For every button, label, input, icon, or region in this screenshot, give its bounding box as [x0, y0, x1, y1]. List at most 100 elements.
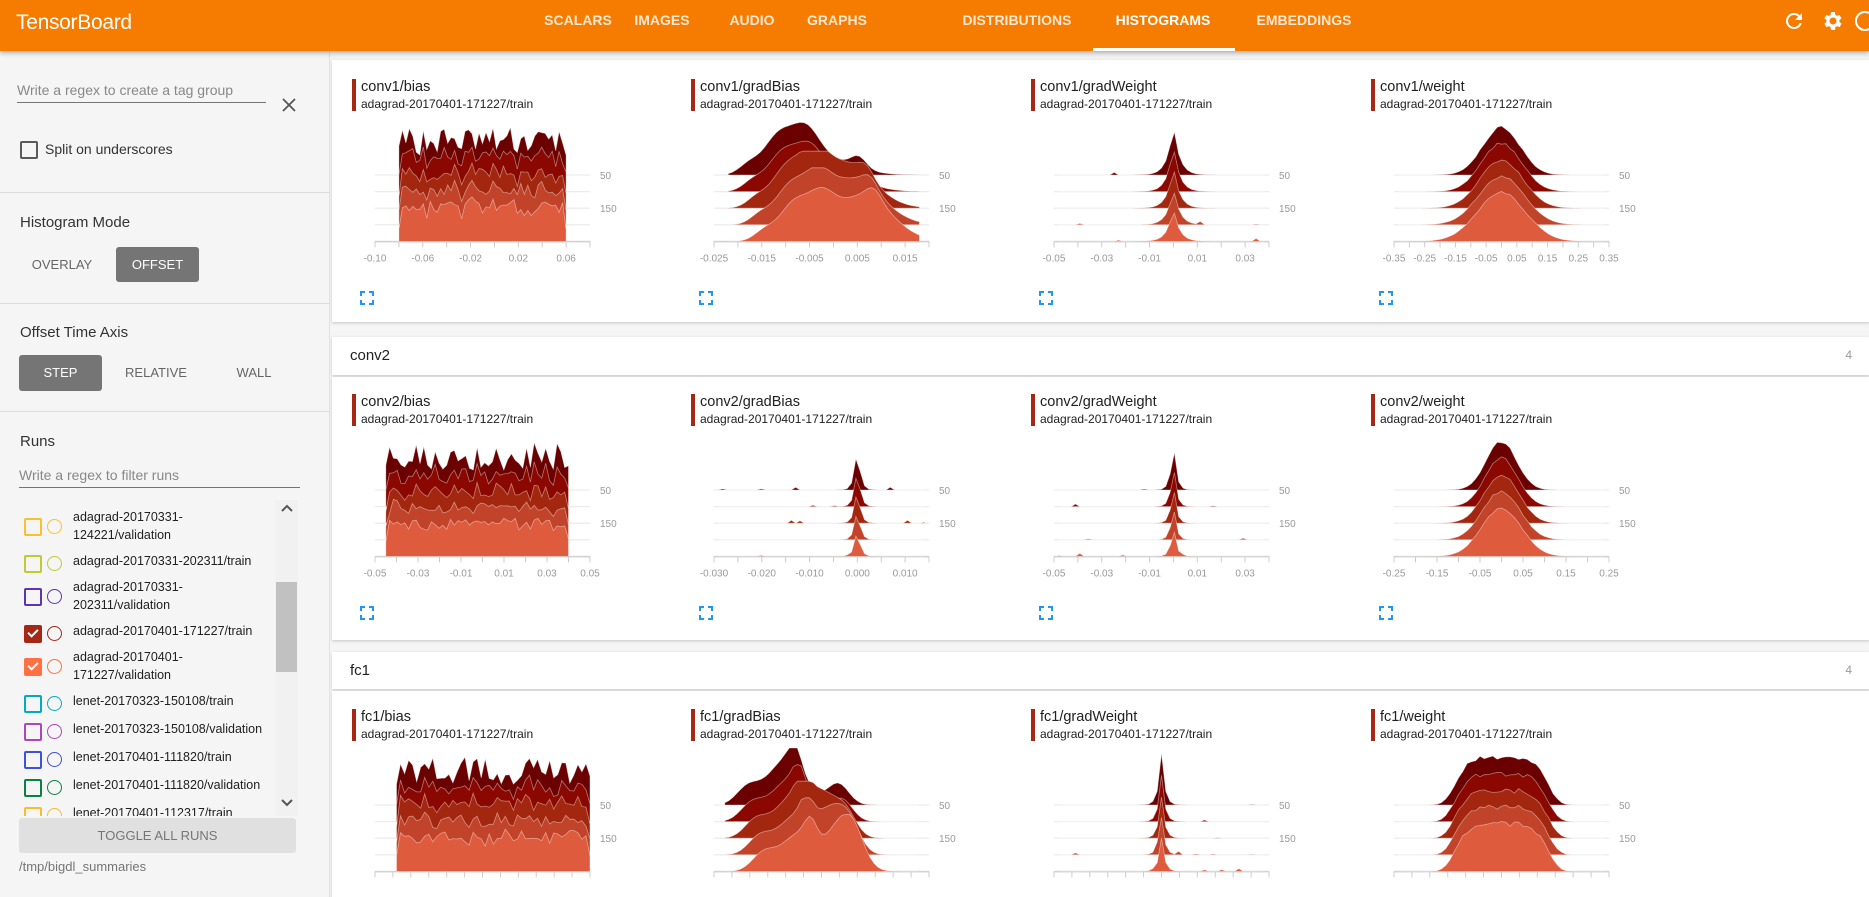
chart-run-name: adagrad-20170401-171227/train — [700, 412, 873, 426]
sidebar: Write a regex to create a tag group Spli… — [0, 51, 330, 897]
tab-embeddings[interactable]: EMBEDDINGS — [1256, 12, 1352, 28]
wall-axis-button[interactable]: WALL — [236, 365, 272, 380]
run-checkbox[interactable] — [24, 588, 42, 606]
offset-mode-button[interactable]: OFFSET — [116, 247, 199, 282]
chart-title: conv2/gradWeight — [1040, 394, 1157, 410]
histogram-ridge — [1398, 821, 1605, 872]
x-tick-label: -0.10 — [364, 253, 387, 264]
run-checkbox[interactable] — [24, 807, 42, 816]
tag-group-regex-input[interactable]: Write a regex to create a tag group — [17, 82, 266, 103]
histogram-chart: conv2/gradBias adagrad-20170401-171227/tr… — [691, 394, 1011, 629]
split-on-underscores-checkbox[interactable] — [20, 141, 38, 159]
histogram-plot: 50 150 — [1053, 753, 1296, 878]
run-color-circle-icon[interactable] — [47, 519, 62, 534]
expand-chart-icon[interactable] — [1039, 291, 1053, 305]
tab-scalars[interactable]: SCALARS — [544, 12, 612, 28]
toggle-all-runs-button[interactable]: TOGGLE ALL RUNS — [19, 818, 296, 853]
settings-gear-icon[interactable] — [1821, 9, 1845, 33]
run-color-circle-icon[interactable] — [47, 589, 62, 604]
run-color-circle-icon[interactable] — [47, 808, 62, 816]
run-checkbox[interactable] — [24, 751, 42, 769]
run-label: lenet-20170323-150108/train — [73, 694, 234, 708]
step-label: 150 — [1279, 204, 1296, 215]
run-item[interactable]: adagrad-20170401-171227/train — [0, 622, 275, 646]
run-color-circle-icon[interactable] — [47, 659, 62, 674]
logdir-path: /tmp/bigdl_summaries — [19, 859, 147, 874]
expand-chart-icon[interactable] — [360, 291, 374, 305]
step-label: 50 — [939, 486, 951, 497]
chart-run-name: adagrad-20170401-171227/train — [361, 727, 534, 741]
histogram-ridge — [1058, 170, 1265, 209]
step-label: 50 — [1619, 171, 1631, 182]
x-tick-label: -0.015 — [748, 253, 777, 264]
run-item[interactable]: lenet-20170323-150108/validation — [0, 720, 275, 744]
chart-run-name: adagrad-20170401-171227/train — [700, 727, 873, 741]
x-tick-label: -0.01 — [1138, 253, 1161, 264]
run-checkbox[interactable] — [24, 555, 42, 573]
tab-distributions[interactable]: DISTRIBUTIONS — [962, 12, 1072, 28]
run-item[interactable]: lenet-20170401-111820/validation — [0, 776, 275, 800]
histogram-ridge — [1398, 191, 1605, 242]
run-color-circle-icon[interactable] — [47, 780, 62, 795]
run-checkbox[interactable] — [24, 695, 42, 713]
run-color-circle-icon[interactable] — [47, 724, 62, 739]
run-color-circle-icon[interactable] — [47, 696, 62, 711]
x-tick-label: 0.03 — [1235, 253, 1255, 264]
help-icon[interactable] — [1845, 9, 1869, 33]
histogram-chart: conv2/gradWeight adagrad-20170401-171227/… — [1031, 394, 1351, 629]
x-tick-label: 0.05 — [1507, 253, 1527, 264]
run-color-circle-icon[interactable] — [47, 556, 62, 571]
run-color-bar — [691, 709, 695, 741]
chevron-up-icon[interactable] — [280, 503, 294, 513]
tag-group-header-fc1[interactable]: fc1 4 — [332, 652, 1869, 689]
step-label: 150 — [600, 834, 617, 845]
expand-chart-icon[interactable] — [699, 291, 713, 305]
relative-axis-button[interactable]: RELATIVE — [125, 365, 187, 380]
run-checkbox[interactable] — [24, 779, 42, 797]
step-label: 50 — [1279, 801, 1291, 812]
divider — [0, 192, 330, 193]
run-filter-input[interactable]: Write a regex to filter runs — [19, 467, 300, 488]
chart-run-name: adagrad-20170401-171227/train — [361, 97, 534, 111]
run-item[interactable]: lenet-20170323-150108/train — [0, 692, 275, 716]
x-tick-label: 0.010 — [893, 568, 918, 579]
chart-title: conv2/weight — [1380, 394, 1465, 410]
tab-graphs[interactable]: GRAPHS — [807, 12, 867, 28]
run-color-bar — [1371, 394, 1375, 426]
tab-images[interactable]: IMAGES — [634, 12, 690, 28]
run-checkbox[interactable] — [24, 625, 42, 643]
run-color-circle-icon[interactable] — [47, 626, 62, 641]
histogram-ridge — [1058, 472, 1265, 507]
chart-run-name: adagrad-20170401-171227/train — [1380, 412, 1553, 426]
histogram-ridge — [724, 814, 919, 872]
x-tick-label: -0.030 — [700, 568, 729, 579]
expand-chart-icon[interactable] — [1379, 606, 1393, 620]
tab-audio[interactable]: AUDIO — [729, 12, 775, 28]
tag-group-header-conv2[interactable]: conv2 4 — [332, 337, 1869, 375]
run-item[interactable]: lenet-20170401-112317/train — [0, 804, 275, 816]
tab-histograms[interactable]: HISTOGRAMS — [1115, 12, 1211, 28]
run-label: adagrad-20170401-171227/train — [73, 624, 253, 638]
run-color-bar — [1031, 709, 1035, 741]
run-item[interactable]: lenet-20170401-111820/train — [0, 748, 275, 772]
refresh-icon[interactable] — [1782, 9, 1806, 33]
run-checkbox[interactable] — [24, 723, 42, 741]
expand-chart-icon[interactable] — [360, 606, 374, 620]
expand-chart-icon[interactable] — [1039, 606, 1053, 620]
expand-chart-icon[interactable] — [699, 606, 713, 620]
run-color-circle-icon[interactable] — [47, 752, 62, 767]
run-item[interactable]: adagrad-20170401-171227/validation — [0, 648, 275, 688]
run-checkbox[interactable] — [24, 658, 42, 676]
x-tick-label: 0.35 — [1599, 253, 1619, 264]
run-label: lenet-20170323-150108/validation — [73, 722, 263, 736]
expand-chart-icon[interactable] — [1379, 291, 1393, 305]
clear-close-icon[interactable] — [281, 97, 297, 113]
run-item[interactable]: adagrad-20170331-202311/train — [0, 552, 275, 576]
runs-scrollbar-thumb[interactable] — [276, 582, 297, 672]
run-item[interactable]: adagrad-20170331-124221/validation — [0, 508, 275, 548]
chevron-down-icon[interactable] — [280, 798, 294, 808]
run-item[interactable]: adagrad-20170331-202311/validation — [0, 578, 275, 618]
run-checkbox[interactable] — [24, 518, 42, 536]
step-axis-button[interactable]: STEP — [19, 355, 102, 391]
overlay-mode-button[interactable]: OVERLAY — [31, 257, 93, 272]
